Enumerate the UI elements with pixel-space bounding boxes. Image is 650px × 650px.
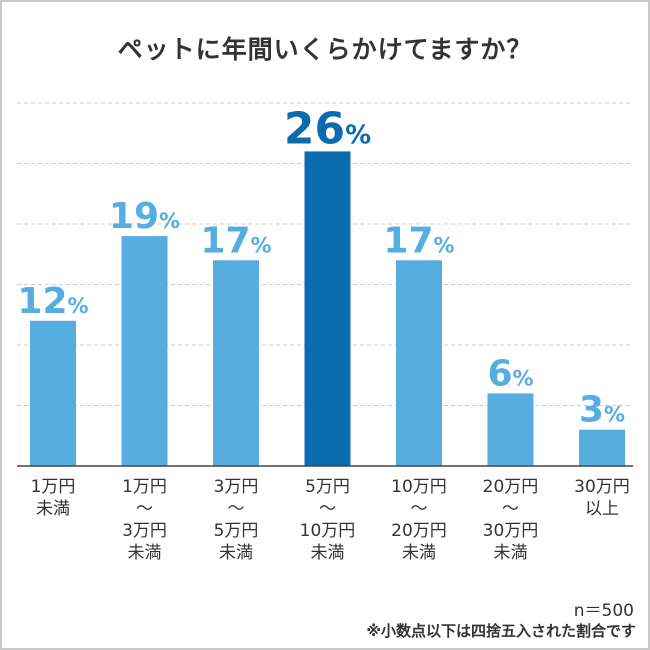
bar-value-label: 12% xyxy=(17,281,88,322)
x-tick-label: 20万円 〜 30万円 未満 xyxy=(482,477,539,563)
bar xyxy=(579,429,625,466)
bar xyxy=(30,320,76,466)
bar xyxy=(213,260,259,466)
bar-value-label: 17% xyxy=(383,220,454,261)
sample-size-label: n＝500 xyxy=(573,601,634,621)
bar xyxy=(121,236,168,466)
x-tick-label: 30万円 以上 xyxy=(574,477,630,519)
bar-value-label: 17% xyxy=(200,220,271,261)
bar xyxy=(487,393,534,466)
bar xyxy=(396,260,442,466)
x-tick-label: 1万円 〜 3万円 未満 xyxy=(122,477,167,563)
bar-value-label: 26% xyxy=(284,103,371,154)
bar xyxy=(304,151,351,466)
footnote: ※小数点以下は四捨五入された割合です xyxy=(366,622,636,640)
x-tick-label: 1万円 未満 xyxy=(30,477,76,519)
chart-title: ペットに年間いくらかけてますか？ xyxy=(117,35,533,64)
x-tick-label: 5万円 〜 10万円 未満 xyxy=(299,477,356,563)
bar-value-label: 19% xyxy=(109,196,180,237)
x-tick-label: 10万円 〜 20万円 未満 xyxy=(391,477,447,563)
bar-value-label: 6% xyxy=(487,353,533,394)
x-tick-label: 3万円 〜 5万円 未満 xyxy=(213,477,259,563)
bar-value-label: 3% xyxy=(579,390,625,431)
